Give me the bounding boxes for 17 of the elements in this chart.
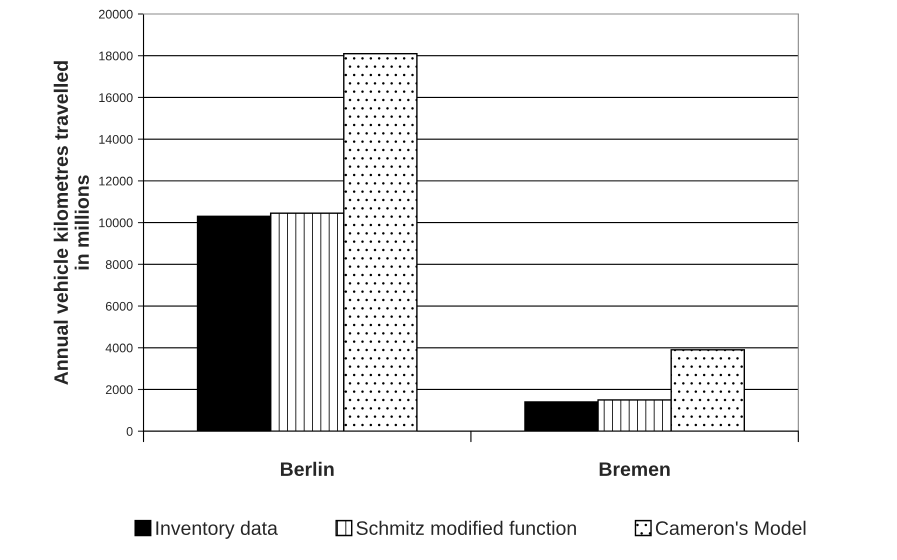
y-tick-label: 8000	[106, 260, 133, 269]
x-tick-label: Bremen	[600, 462, 670, 476]
y-tick-label: 2000	[106, 385, 133, 394]
y-tick-label: 18000	[99, 52, 133, 60]
legend-label: Cameron's Model	[656, 520, 806, 536]
y-tick-label: 16000	[99, 93, 133, 102]
y-tick-label: 0	[126, 427, 133, 436]
legend-label: Schmitz modified function	[356, 520, 576, 536]
legend-label: Inventory data	[156, 520, 278, 539]
y-tick-label: 4000	[106, 344, 133, 352]
y-tick-label: 6000	[106, 302, 133, 311]
x-tick-label: Berlin	[280, 462, 334, 476]
y-tick-label: 12000	[99, 176, 133, 186]
y-tick-label: 20000	[98, 10, 133, 19]
y-axis-title: Annual vehicle kilometres travelled in millions	[54, 61, 89, 385]
y-tick-label: 14000	[99, 134, 133, 144]
y-tick-label: 10000	[99, 218, 133, 228]
